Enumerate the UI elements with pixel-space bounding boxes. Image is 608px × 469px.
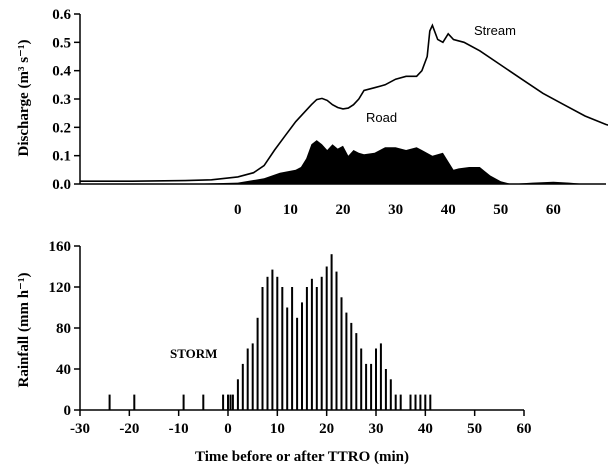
rainfall-bar <box>305 287 308 410</box>
rainfall-bar <box>365 363 368 410</box>
road-discharge-area <box>185 140 585 184</box>
rainfall-bar <box>360 348 363 410</box>
rainfall-bar <box>389 379 392 411</box>
rainfall-bars <box>108 254 432 411</box>
discharge-x-tick-label: 50 <box>493 202 508 218</box>
discharge-y-tick-label: 0.1 <box>52 149 71 165</box>
stream-series-label: Stream <box>474 23 516 38</box>
rainfall-bar <box>229 394 232 410</box>
discharge-plot-layer <box>80 23 608 184</box>
stream-discharge-line <box>80 23 608 182</box>
road-series-label: Road <box>366 110 397 125</box>
rainfall-bar <box>271 269 274 410</box>
discharge-x-tick-label: 30 <box>388 202 403 218</box>
rainfall-bar <box>419 394 422 410</box>
rainfall-bar <box>227 394 229 410</box>
rainfall-x-axis-title: Time before or after TTRO (min) <box>195 449 409 465</box>
rainfall-bar <box>340 297 343 411</box>
rainfall-y-tick-label: 80 <box>56 321 71 337</box>
rainfall-bar <box>182 394 185 410</box>
discharge-x-tick-label: 10 <box>283 202 298 218</box>
rainfall-bar <box>379 343 382 410</box>
rainfall-y-ticks: 0 40 80 120 160 <box>49 239 80 419</box>
discharge-chart: 0.0 0.1 0.2 0.3 0.4 0.5 0.6 0 10 20 30 40 50 60 Disc… <box>16 7 608 218</box>
rainfall-bar <box>330 254 333 410</box>
rainfall-x-tick-label: -30 <box>70 421 90 437</box>
rainfall-y-tick-label: 120 <box>49 280 72 296</box>
rainfall-bar <box>375 348 377 410</box>
rainfall-bar <box>286 307 289 410</box>
rainfall-bar <box>276 276 279 411</box>
discharge-x-tick-label: 20 <box>336 202 351 218</box>
rainfall-bar <box>231 394 234 410</box>
rainfall-bar <box>236 379 239 411</box>
discharge-y-tick-label: 0.0 <box>52 177 71 193</box>
rainfall-bar <box>266 276 269 411</box>
rainfall-x-tick-label: 40 <box>418 421 433 437</box>
discharge-x-tick-label: 60 <box>546 202 561 218</box>
rainfall-x-tick-label: 0 <box>224 421 232 437</box>
rainfall-bar <box>296 317 299 411</box>
rainfall-bar <box>246 348 249 410</box>
rainfall-bar <box>424 394 427 410</box>
rainfall-bar <box>315 287 318 410</box>
discharge-y-tick-label: 0.6 <box>52 7 71 23</box>
rainfall-bar <box>281 287 284 410</box>
rainfall-bar <box>414 394 417 410</box>
storm-annotation: STORM <box>170 346 217 361</box>
rainfall-y-tick-label: 0 <box>64 403 72 419</box>
rainfall-bar <box>384 369 387 410</box>
rainfall-bar <box>301 302 303 410</box>
discharge-y-axis-title: Discharge (m³ s⁻¹) <box>16 40 32 157</box>
rainfall-bar <box>409 394 412 410</box>
discharge-y-tick-label: 0.4 <box>52 64 71 80</box>
discharge-x-tick-label: 40 <box>441 202 456 218</box>
rainfall-y-tick-label: 40 <box>56 362 71 378</box>
rainfall-x-tick-label: 60 <box>517 421 532 437</box>
discharge-y-tick-label: 0.3 <box>52 92 71 108</box>
rainfall-x-ticks: -30 -20 -10 0 10 20 30 40 50 60 <box>70 410 532 437</box>
discharge-y-tick-label: 0.2 <box>52 120 71 136</box>
rainfall-x-tick-label: 10 <box>270 421 285 437</box>
rainfall-bar <box>133 394 136 410</box>
rainfall-bar <box>222 394 225 410</box>
rainfall-bar <box>399 394 402 410</box>
rainfall-x-tick-label: -10 <box>169 421 189 437</box>
rainfall-bar <box>320 276 323 411</box>
rainfall-bar <box>335 271 338 410</box>
rainfall-y-tick-label: 160 <box>49 239 72 255</box>
discharge-y-ticks: 0.0 0.1 0.2 0.3 0.4 0.5 0.6 <box>52 7 80 193</box>
rainfall-bar <box>325 266 328 410</box>
rainfall-bar <box>345 312 348 410</box>
rainfall-bar <box>261 287 264 410</box>
rainfall-bar <box>291 287 294 410</box>
rainfall-x-tick-label: 50 <box>467 421 482 437</box>
rainfall-bar <box>241 363 244 410</box>
rainfall-y-axis-title: Rainfall (mm h⁻¹) <box>16 273 32 388</box>
rainfall-x-tick-label: 30 <box>369 421 384 437</box>
discharge-x-ticks: 0 10 20 30 40 50 60 <box>234 202 561 218</box>
rainfall-bar <box>202 394 205 410</box>
discharge-x-tick-label: 0 <box>234 202 242 218</box>
discharge-y-tick-label: 0.5 <box>52 35 71 51</box>
rainfall-x-tick-label: 20 <box>319 421 334 437</box>
rainfall-bar <box>394 394 397 410</box>
rainfall-chart: 0 40 80 120 160 -30 -20 -10 0 10 20 30 40 50 60 Rainf… <box>16 239 532 465</box>
rainfall-x-tick-label: -20 <box>119 421 139 437</box>
rainfall-bar <box>251 343 254 410</box>
rainfall-bar <box>310 278 313 410</box>
rainfall-bar <box>256 317 259 411</box>
rainfall-bar <box>370 363 373 410</box>
rainfall-bar <box>350 322 353 410</box>
rainfall-bar <box>108 394 111 410</box>
rainfall-bar <box>429 394 432 410</box>
rainfall-bar <box>355 333 358 410</box>
